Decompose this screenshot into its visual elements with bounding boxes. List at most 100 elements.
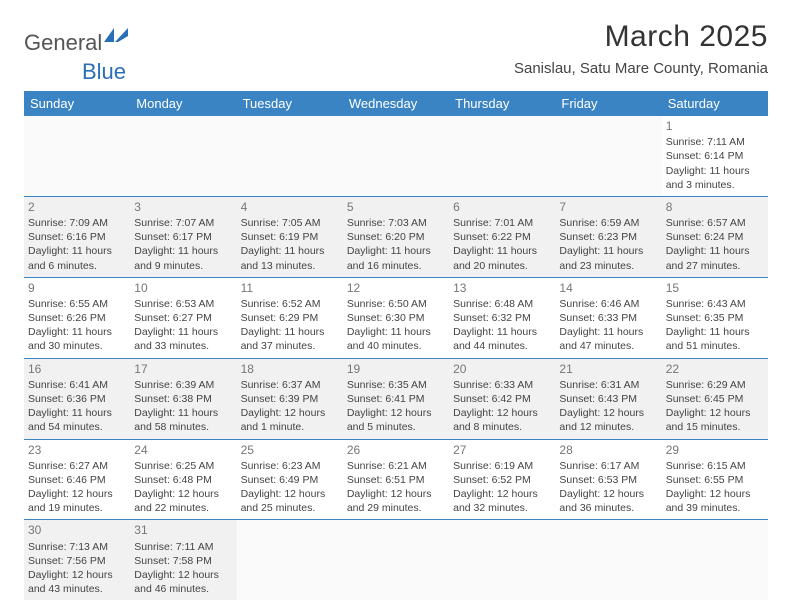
calendar-cell xyxy=(343,116,449,196)
daylight-text: Daylight: 12 hours xyxy=(559,406,657,420)
daylight-text: Daylight: 11 hours xyxy=(241,244,339,258)
daylight-text: and 13 minutes. xyxy=(241,259,339,273)
sunset-text: Sunset: 6:19 PM xyxy=(241,230,339,244)
sunrise-text: Sunrise: 6:55 AM xyxy=(28,297,126,311)
daylight-text: Daylight: 11 hours xyxy=(559,325,657,339)
logo-text-blue: Blue xyxy=(82,59,126,84)
sunset-text: Sunset: 6:35 PM xyxy=(666,311,764,325)
sunset-text: Sunset: 7:58 PM xyxy=(134,554,232,568)
sunrise-text: Sunrise: 7:11 AM xyxy=(666,135,764,149)
daylight-text: Daylight: 12 hours xyxy=(134,487,232,501)
calendar-cell: 30Sunrise: 7:13 AMSunset: 7:56 PMDayligh… xyxy=(24,520,130,600)
daylight-text: and 36 minutes. xyxy=(559,501,657,515)
day-number: 10 xyxy=(134,280,232,296)
day-number: 3 xyxy=(134,199,232,215)
daylight-text: Daylight: 12 hours xyxy=(666,406,764,420)
calendar-week-row: 1Sunrise: 7:11 AMSunset: 6:14 PMDaylight… xyxy=(24,116,768,196)
sunset-text: Sunset: 6:42 PM xyxy=(453,392,551,406)
daylight-text: Daylight: 12 hours xyxy=(241,487,339,501)
daylight-text: Daylight: 11 hours xyxy=(347,325,445,339)
sunrise-text: Sunrise: 7:11 AM xyxy=(134,540,232,554)
daylight-text: Daylight: 12 hours xyxy=(134,568,232,582)
weekday-header: Monday xyxy=(130,91,236,116)
day-number: 19 xyxy=(347,361,445,377)
day-number: 13 xyxy=(453,280,551,296)
title-block: March 2025 Sanislau, Satu Mare County, R… xyxy=(514,20,768,77)
daylight-text: Daylight: 12 hours xyxy=(28,487,126,501)
sunrise-text: Sunrise: 6:53 AM xyxy=(134,297,232,311)
daylight-text: and 43 minutes. xyxy=(28,582,126,596)
calendar-cell: 13Sunrise: 6:48 AMSunset: 6:32 PMDayligh… xyxy=(449,277,555,358)
daylight-text: Daylight: 12 hours xyxy=(28,568,126,582)
calendar-cell: 22Sunrise: 6:29 AMSunset: 6:45 PMDayligh… xyxy=(662,358,768,439)
day-number: 27 xyxy=(453,442,551,458)
calendar-week-row: 16Sunrise: 6:41 AMSunset: 6:36 PMDayligh… xyxy=(24,358,768,439)
daylight-text: Daylight: 11 hours xyxy=(666,164,764,178)
day-number: 15 xyxy=(666,280,764,296)
calendar-week-row: 9Sunrise: 6:55 AMSunset: 6:26 PMDaylight… xyxy=(24,277,768,358)
day-number: 12 xyxy=(347,280,445,296)
day-number: 18 xyxy=(241,361,339,377)
sunrise-text: Sunrise: 6:29 AM xyxy=(666,378,764,392)
sunrise-text: Sunrise: 6:46 AM xyxy=(559,297,657,311)
daylight-text: and 40 minutes. xyxy=(347,339,445,353)
daylight-text: and 33 minutes. xyxy=(134,339,232,353)
daylight-text: Daylight: 11 hours xyxy=(28,406,126,420)
daylight-text: and 15 minutes. xyxy=(666,420,764,434)
sunrise-text: Sunrise: 6:48 AM xyxy=(453,297,551,311)
daylight-text: and 58 minutes. xyxy=(134,420,232,434)
calendar-cell: 10Sunrise: 6:53 AMSunset: 6:27 PMDayligh… xyxy=(130,277,236,358)
daylight-text: and 22 minutes. xyxy=(134,501,232,515)
day-number: 29 xyxy=(666,442,764,458)
daylight-text: Daylight: 11 hours xyxy=(666,244,764,258)
daylight-text: and 30 minutes. xyxy=(28,339,126,353)
calendar-cell: 23Sunrise: 6:27 AMSunset: 6:46 PMDayligh… xyxy=(24,439,130,520)
weekday-header: Saturday xyxy=(662,91,768,116)
weekday-header: Friday xyxy=(555,91,661,116)
sunset-text: Sunset: 6:32 PM xyxy=(453,311,551,325)
daylight-text: Daylight: 12 hours xyxy=(666,487,764,501)
sunset-text: Sunset: 6:17 PM xyxy=(134,230,232,244)
day-number: 26 xyxy=(347,442,445,458)
daylight-text: and 8 minutes. xyxy=(453,420,551,434)
daylight-text: Daylight: 12 hours xyxy=(559,487,657,501)
calendar-cell: 16Sunrise: 6:41 AMSunset: 6:36 PMDayligh… xyxy=(24,358,130,439)
calendar-cell: 24Sunrise: 6:25 AMSunset: 6:48 PMDayligh… xyxy=(130,439,236,520)
sunrise-text: Sunrise: 6:17 AM xyxy=(559,459,657,473)
daylight-text: and 20 minutes. xyxy=(453,259,551,273)
month-title: March 2025 xyxy=(514,20,768,54)
sunrise-text: Sunrise: 6:50 AM xyxy=(347,297,445,311)
calendar-cell: 4Sunrise: 7:05 AMSunset: 6:19 PMDaylight… xyxy=(237,196,343,277)
daylight-text: and 5 minutes. xyxy=(347,420,445,434)
weekday-header: Wednesday xyxy=(343,91,449,116)
calendar-cell: 8Sunrise: 6:57 AMSunset: 6:24 PMDaylight… xyxy=(662,196,768,277)
calendar-cell xyxy=(24,116,130,196)
daylight-text: Daylight: 12 hours xyxy=(453,487,551,501)
day-number: 23 xyxy=(28,442,126,458)
sunset-text: Sunset: 6:30 PM xyxy=(347,311,445,325)
sunset-text: Sunset: 7:56 PM xyxy=(28,554,126,568)
logo: General xyxy=(24,26,130,59)
day-number: 28 xyxy=(559,442,657,458)
sunrise-text: Sunrise: 7:07 AM xyxy=(134,216,232,230)
sunrise-text: Sunrise: 6:43 AM xyxy=(666,297,764,311)
daylight-text: and 16 minutes. xyxy=(347,259,445,273)
daylight-text: Daylight: 11 hours xyxy=(134,325,232,339)
calendar-cell: 5Sunrise: 7:03 AMSunset: 6:20 PMDaylight… xyxy=(343,196,449,277)
day-number: 1 xyxy=(666,118,764,134)
calendar-cell xyxy=(662,520,768,600)
daylight-text: and 39 minutes. xyxy=(666,501,764,515)
sunset-text: Sunset: 6:33 PM xyxy=(559,311,657,325)
daylight-text: and 44 minutes. xyxy=(453,339,551,353)
calendar-cell: 18Sunrise: 6:37 AMSunset: 6:39 PMDayligh… xyxy=(237,358,343,439)
sunset-text: Sunset: 6:39 PM xyxy=(241,392,339,406)
daylight-text: Daylight: 11 hours xyxy=(241,325,339,339)
calendar-cell: 14Sunrise: 6:46 AMSunset: 6:33 PMDayligh… xyxy=(555,277,661,358)
day-number: 21 xyxy=(559,361,657,377)
day-number: 24 xyxy=(134,442,232,458)
sunrise-text: Sunrise: 6:15 AM xyxy=(666,459,764,473)
daylight-text: and 9 minutes. xyxy=(134,259,232,273)
sunset-text: Sunset: 6:55 PM xyxy=(666,473,764,487)
sunrise-text: Sunrise: 6:59 AM xyxy=(559,216,657,230)
daylight-text: and 25 minutes. xyxy=(241,501,339,515)
